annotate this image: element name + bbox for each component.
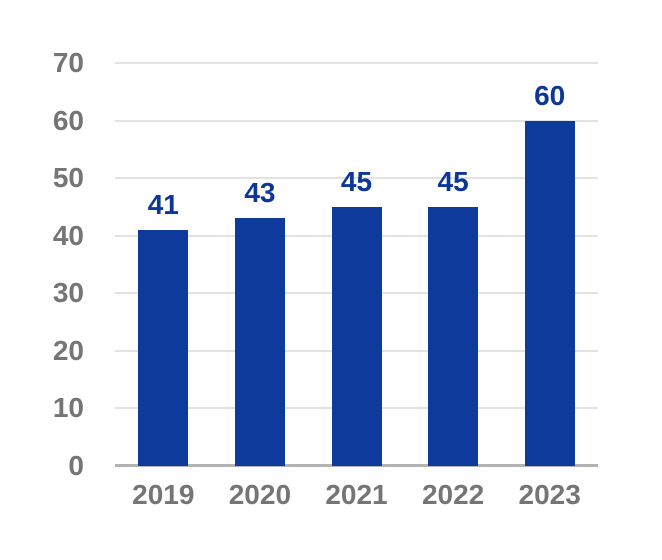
x-axis-tick-label-2021: 2021: [325, 479, 388, 510]
y-axis-tick-label: 60: [52, 104, 84, 136]
data-label-2022: 45: [437, 165, 469, 197]
bar-2022: [428, 206, 479, 466]
bar-2019: [138, 229, 189, 466]
gridline-y-70: [115, 62, 598, 64]
y-axis-tick-label: 0: [68, 450, 84, 481]
bar-2021: [331, 206, 382, 466]
bar-2023: [524, 120, 575, 466]
data-label-2019: 41: [147, 188, 179, 220]
bar-2020: [234, 218, 285, 466]
plot-area: [115, 62, 598, 467]
y-axis-tick-label: 40: [52, 219, 84, 251]
x-axis-tick-label-2022: 2022: [421, 479, 485, 510]
y-axis-tick-label: 10: [52, 392, 84, 424]
x-axis-tick-label-2020: 2020: [228, 479, 292, 510]
data-label-2023: 60: [534, 79, 566, 111]
y-axis-tick-label: 20: [52, 334, 84, 366]
data-label-2021: 45: [340, 165, 373, 197]
y-axis-tick-label: 50: [52, 162, 84, 194]
y-axis-tick-label: 30: [52, 277, 84, 309]
y-axis-tick-label: 70: [52, 47, 84, 78]
x-axis-tick-label-2023: 2023: [518, 479, 581, 510]
gridline-y-50: [115, 177, 598, 180]
gridline-y-60: [115, 119, 598, 122]
data-label-2020: 43: [244, 177, 276, 209]
x-axis-tick-label-2019: 2019: [132, 479, 195, 510]
